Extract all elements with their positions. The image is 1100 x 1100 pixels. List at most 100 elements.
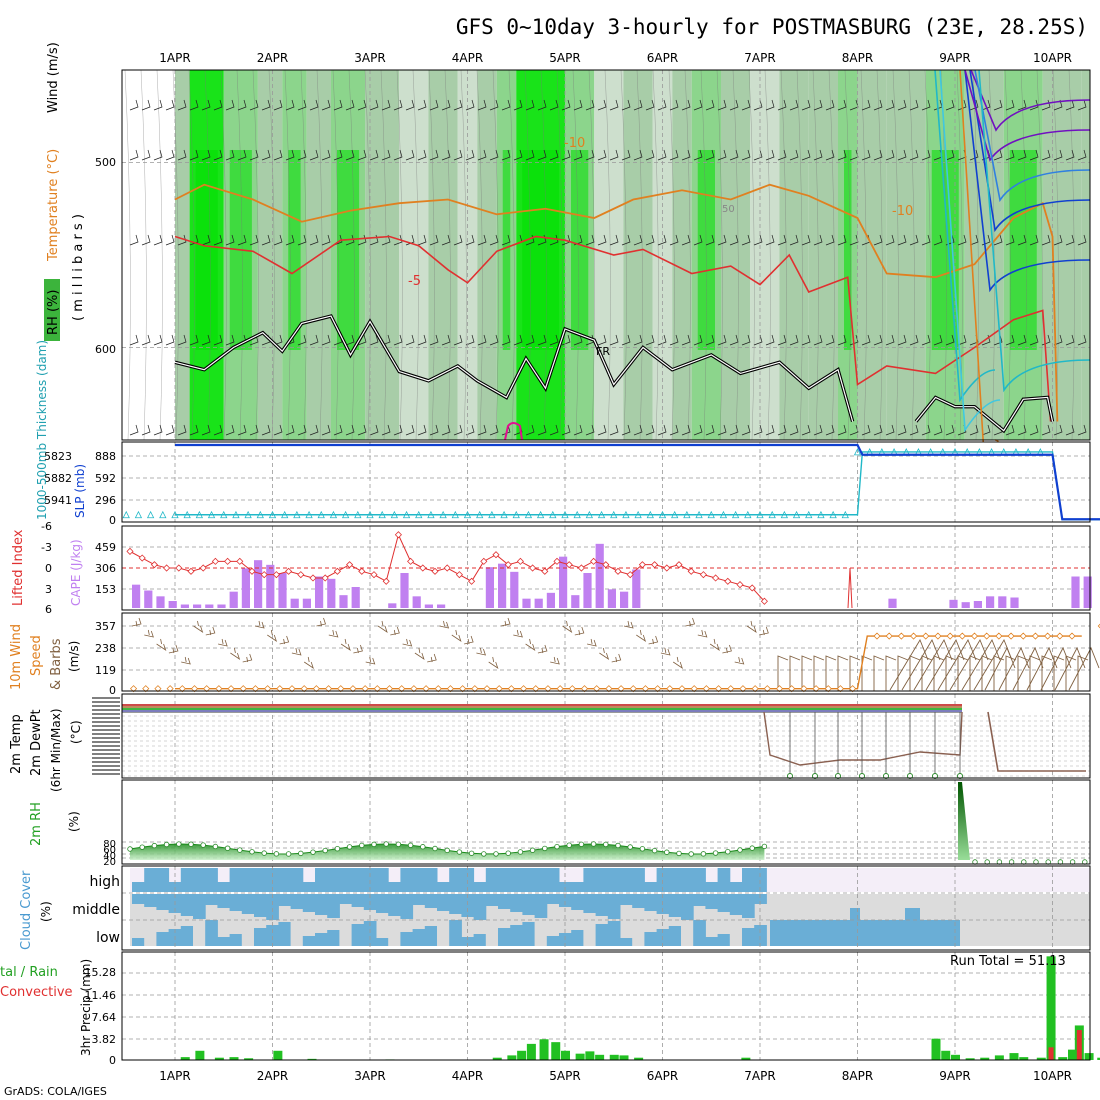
upper-wind-barb <box>585 99 595 111</box>
upper-wind-barb <box>1017 149 1027 161</box>
li-marker <box>187 567 195 575</box>
cloud-cell-high <box>485 868 499 892</box>
rh2m-marker <box>395 841 402 848</box>
upper-wind-barb <box>897 99 907 111</box>
upper-wind-barb <box>345 234 355 246</box>
cloud-cell-middle <box>510 894 523 912</box>
upper-wind-barb <box>237 99 247 111</box>
date-label-bottom: 5APR <box>549 1069 580 1083</box>
wind10m-barb <box>500 617 511 627</box>
rh-contour <box>220 69 227 441</box>
cloud-cell-low <box>668 926 682 946</box>
upper-wind-barb <box>1077 99 1087 111</box>
upper-wind-barb <box>1077 149 1087 161</box>
upper-wind-barb <box>465 334 475 346</box>
rh-contour <box>1020 69 1027 441</box>
y-tick-precip-1: 15.28 <box>85 966 117 979</box>
precip-bar <box>244 1058 254 1060</box>
li-marker <box>760 597 768 605</box>
upper-wind-barb <box>249 99 259 111</box>
rh2m-marker <box>493 851 499 857</box>
li-marker <box>577 564 585 572</box>
upper-wind-barb <box>237 424 247 436</box>
upper-wind-barb <box>1017 424 1027 436</box>
rh-contour <box>332 69 339 441</box>
cloud-cell-low <box>376 938 389 946</box>
cloud-cell-middle <box>668 894 682 917</box>
thickness-marker <box>512 510 520 519</box>
upper-wind-barb <box>165 334 175 346</box>
wind10m-barb <box>961 638 1001 691</box>
wind10m-barb <box>242 653 253 663</box>
upper-wind-barb <box>657 99 667 111</box>
y-tick-cape-3: 153 <box>95 583 116 596</box>
cloud-cell-middle <box>644 894 658 911</box>
upper-wind-barb <box>417 149 427 161</box>
cloud-cell-low <box>770 920 960 946</box>
upper-wind-barb <box>681 334 691 346</box>
upper-wind-barb <box>213 334 223 346</box>
wind10m-barb <box>913 638 953 691</box>
thickness-marker <box>524 510 533 519</box>
upper-wind-barb <box>525 99 535 111</box>
y-label-wind10m-3: & Barbs <box>49 638 64 690</box>
cloud-cell-low <box>424 926 438 946</box>
wind10m-barb <box>587 638 597 647</box>
upper-wind-barb <box>1041 149 1051 161</box>
upper-wind-barb <box>1065 234 1075 246</box>
wind10m-barb <box>427 653 437 663</box>
y-label-temp2m-3: (6hr Min/Max) <box>49 709 63 793</box>
precip-bar <box>994 1055 1004 1060</box>
rh-band <box>886 70 926 440</box>
cloud-cell-middle <box>546 894 560 904</box>
li-marker <box>309 574 317 582</box>
rh-band <box>857 70 887 440</box>
upper-wind-barb <box>873 334 883 346</box>
precip-bar <box>634 1057 644 1060</box>
cloud-cell-low <box>132 938 145 946</box>
rh-band <box>1081 70 1090 440</box>
wind10m-barb <box>759 626 769 636</box>
upper-wind-barb <box>1065 149 1075 161</box>
wind10m-barb <box>1040 646 1072 691</box>
freezing-level-line-late-inner <box>915 396 1054 432</box>
cloud-cell-middle <box>693 894 706 906</box>
upper-wind-barb <box>537 149 547 161</box>
upper-wind-barb <box>345 99 355 111</box>
thickness-marker <box>305 510 313 519</box>
rh-contour <box>972 69 979 441</box>
rh-contour <box>252 69 259 441</box>
wind-grid <box>122 613 1090 691</box>
upper-wind-barb <box>813 334 823 346</box>
y-label-slp: SLP (mb) <box>73 464 87 518</box>
credit-text: GrADS: COLA/IGES <box>4 1085 107 1098</box>
rh-contour <box>860 69 867 441</box>
cloud-cell-middle <box>132 894 145 904</box>
upper-wind-barb <box>1017 334 1027 346</box>
cloud-cell-high <box>132 882 145 892</box>
thickness-marker <box>220 510 228 519</box>
rh2m-marker <box>359 842 365 849</box>
cloud-cell-middle <box>302 894 316 912</box>
date-label-bottom: 9APR <box>939 1069 970 1083</box>
upper-wind-barb <box>393 234 403 246</box>
y-tick-600mb: 600 <box>95 343 116 356</box>
thickness-marker <box>597 510 606 519</box>
rh2m-marker <box>664 849 670 855</box>
rh-contour <box>1004 69 1011 441</box>
upper-wind-barb <box>789 234 799 246</box>
precip-bar <box>980 1057 990 1060</box>
li-marker <box>431 567 439 575</box>
upper-wind-barb <box>249 149 259 161</box>
date-label-bottom: 8APR <box>842 1069 873 1083</box>
upper-wind-barb <box>513 99 523 111</box>
upper-wind-barb <box>645 334 655 346</box>
wind10m-barb <box>562 620 573 633</box>
upper-wind-barb <box>345 424 355 436</box>
wind10m-barb <box>998 646 1030 691</box>
rh-contour <box>796 69 803 441</box>
wind10m-barb <box>885 655 897 691</box>
upper-wind-barb <box>225 149 235 161</box>
wind10m-barb <box>181 656 191 665</box>
wind-marker <box>1068 632 1076 640</box>
